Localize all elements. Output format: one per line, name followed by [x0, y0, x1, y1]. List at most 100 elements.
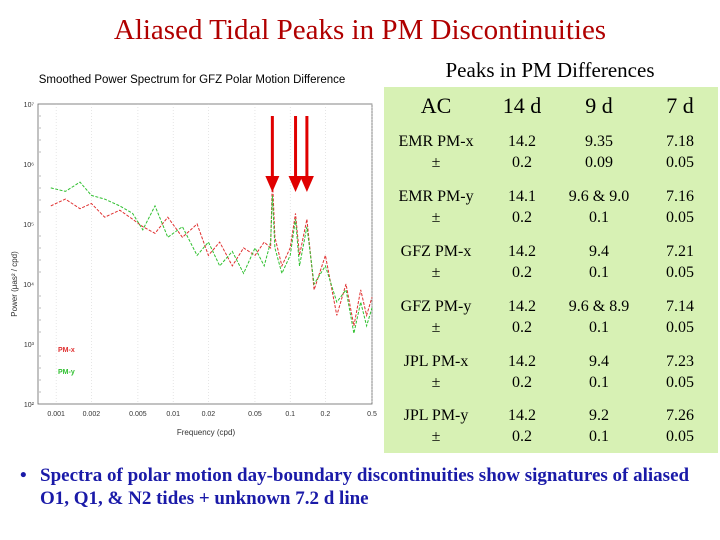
slide-title: Aliased Tidal Peaks in PM Discontinuitie… [113, 14, 607, 46]
y-minor-tick [39, 319, 41, 321]
y-minor-tick [39, 139, 41, 141]
legend-entry: PM-x [58, 347, 75, 354]
error-9d: 0.09 [585, 154, 613, 171]
error-7d: 0.05 [666, 209, 694, 226]
row-label: EMR PM-x [398, 133, 474, 150]
row-label: JPL PM-x [403, 353, 469, 370]
header-14d: 14 d [502, 93, 542, 118]
error-7d: 0.05 [666, 319, 694, 336]
value-14d: 14.2 [508, 298, 536, 315]
chart-title: Smoothed Power Spectrum for GFZ Polar Mo… [39, 74, 346, 86]
x-tick-label: 0.01 [166, 411, 180, 418]
power-spectrum-svg: Smoothed Power Spectrum for GFZ Polar Mo… [10, 74, 377, 437]
value-7d: 7.16 [666, 188, 694, 205]
tide-arrow-head [299, 176, 314, 192]
series-line-pm-y [50, 181, 373, 334]
value-9d: 9.4 [589, 353, 609, 370]
y-minor-tick [39, 235, 41, 237]
x-tick-label: 0.1 [285, 411, 295, 418]
x-tick-label: 0.5 [367, 411, 377, 418]
x-tick-label: 0.02 [202, 411, 216, 418]
error-9d: 0.1 [589, 209, 609, 226]
y-minor-tick [39, 331, 41, 333]
value-9d: 9.6 & 8.9 [568, 298, 630, 315]
error-9d: 0.1 [589, 319, 609, 336]
y-minor-tick [39, 367, 41, 369]
plot-frame [37, 103, 373, 405]
error-7d: 0.05 [666, 154, 694, 171]
legend-entry: PM-y [58, 369, 75, 376]
y-minor-tick [39, 187, 41, 189]
value-9d: 9.4 [589, 243, 609, 260]
value-14d: 14.2 [508, 133, 536, 150]
error-14d: 0.2 [512, 374, 532, 391]
header-9d: 9 d [585, 93, 613, 118]
plus-minus: ± [431, 428, 441, 445]
y-minor-tick [39, 115, 41, 117]
y-minor-tick [39, 151, 41, 153]
summary-text: Spectra of polar motion day-boundary dis… [40, 465, 690, 509]
power-spectrum-chart: Smoothed Power Spectrum for GFZ Polar Mo… [6, 66, 378, 442]
error-14d: 0.2 [512, 154, 532, 171]
table-title: Peaks in PM Differences [445, 58, 655, 82]
y-tick-label: 10⁴ [23, 282, 34, 289]
y-minor-tick [39, 175, 41, 177]
header-ac: AC [420, 93, 452, 118]
row-label: GFZ PM-y [400, 298, 472, 315]
y-tick-label: 10⁶ [23, 162, 34, 169]
value-7d: 7.14 [666, 298, 694, 315]
y-minor-tick [39, 295, 41, 297]
bullet-marker: • [20, 465, 27, 486]
row-label: JPL PM-y [403, 407, 469, 424]
error-7d: 0.05 [666, 264, 694, 281]
x-tick-label: 0.2 [321, 411, 331, 418]
tide-arrow-head [265, 176, 280, 192]
row-label: GFZ PM-x [400, 243, 472, 260]
value-7d: 7.21 [666, 243, 694, 260]
x-tick-label: 0.005 [129, 411, 147, 418]
peaks-table: AC 14 d 9 d 7 d EMR PM-x ± 14.2 0.2 9.35 0.… [384, 87, 718, 453]
y-minor-tick [39, 259, 41, 261]
chart-x-axis-label: Frequency (cpd) [177, 428, 236, 437]
x-tick-label: 0.001 [47, 411, 65, 418]
y-tick-label: 10² [24, 402, 35, 409]
y-tick-label: 10⁵ [23, 222, 34, 229]
y-minor-tick [39, 247, 41, 249]
value-7d: 7.18 [666, 133, 694, 150]
chart-y-axis-label: Power (μas² / cpd) [10, 251, 19, 317]
x-tick-label: 0.05 [248, 411, 262, 418]
error-9d: 0.1 [589, 428, 609, 445]
plus-minus: ± [431, 209, 441, 226]
y-minor-tick [39, 127, 41, 129]
x-tick-label: 0.002 [83, 411, 101, 418]
error-9d: 0.1 [589, 374, 609, 391]
plus-minus: ± [431, 319, 441, 336]
value-14d: 14.2 [508, 407, 536, 424]
error-7d: 0.05 [666, 374, 694, 391]
error-14d: 0.2 [512, 209, 532, 226]
error-14d: 0.2 [512, 428, 532, 445]
plus-minus: ± [431, 374, 441, 391]
error-14d: 0.2 [512, 264, 532, 281]
plus-minus: ± [431, 264, 441, 281]
value-7d: 7.26 [666, 407, 694, 424]
error-7d: 0.05 [666, 428, 694, 445]
header-7d: 7 d [666, 93, 694, 118]
plus-minus: ± [431, 154, 441, 171]
y-minor-tick [39, 391, 41, 393]
series-line-pm-x [50, 177, 373, 326]
y-tick-label: 10³ [24, 342, 35, 349]
y-minor-tick [39, 199, 41, 201]
y-minor-tick [39, 379, 41, 381]
value-7d: 7.23 [666, 353, 694, 370]
value-14d: 14.1 [508, 188, 536, 205]
row-label: EMR PM-y [398, 188, 474, 205]
error-9d: 0.1 [589, 264, 609, 281]
value-9d: 9.6 & 9.0 [568, 188, 630, 205]
y-minor-tick [39, 355, 41, 357]
y-tick-label: 10⁷ [24, 102, 35, 109]
y-minor-tick [39, 211, 41, 213]
y-minor-tick [39, 271, 41, 273]
value-9d: 9.2 [589, 407, 609, 424]
value-9d: 9.35 [585, 133, 613, 150]
